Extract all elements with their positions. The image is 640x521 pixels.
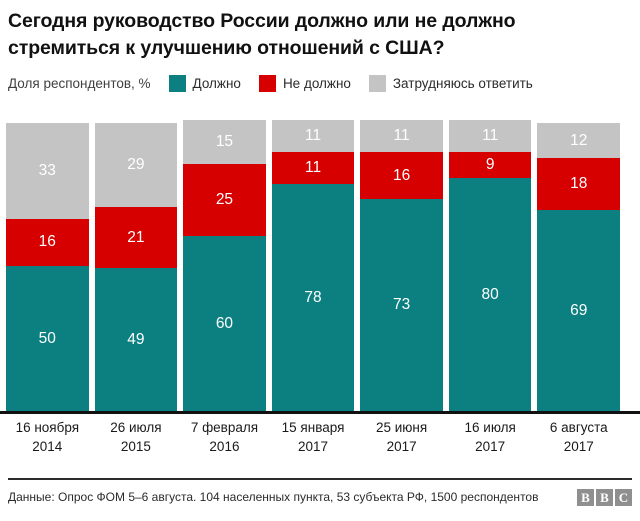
x-axis-label: 6 августа 2017 (537, 418, 620, 464)
x-axis-label-year: 2016 (209, 439, 240, 455)
bar-segment: 29 (94, 122, 178, 208)
bar-column: 12 18 69 (537, 120, 621, 411)
bar-segment: 11 (271, 120, 355, 153)
bar-segment-value: 50 (38, 329, 56, 347)
x-axis-label: 7 февраля 2016 (183, 418, 266, 464)
legend-label-dolzhno: Должно (192, 75, 241, 91)
legend-item-ne-dolzhno: Не должно (258, 74, 351, 92)
chart-legend: Доля респондентов, % Должно Не должно За… (8, 72, 632, 94)
bar-segment: 18 (537, 157, 621, 211)
x-axis-label: 26 июля 2015 (95, 418, 178, 464)
axis-baseline (0, 411, 640, 414)
bar-segment: 80 (448, 178, 532, 411)
bar-column: 29 21 49 (94, 120, 178, 411)
legend-label-ne-dolzhno: Не должно (282, 75, 351, 91)
bar-segment-value: 11 (304, 159, 322, 177)
bar-segment-value: 15 (215, 133, 234, 151)
x-axis-label: 16 ноября 2014 (6, 418, 89, 464)
bar-segment-value: 60 (215, 314, 234, 332)
x-axis-label-date: 16 июля (464, 420, 516, 435)
bar-segment: 9 (448, 152, 532, 179)
x-axis-label-date: 26 июля (110, 420, 162, 435)
bar-segment: 60 (183, 236, 266, 411)
bar-segment-value: 9 (485, 156, 495, 174)
bar-segment: 25 (183, 163, 266, 237)
bar-segment-value: 69 (570, 301, 588, 319)
legend-item-dolzhno: Должно (168, 74, 241, 92)
bar-segment-value: 80 (481, 285, 499, 303)
bar-column: 15 25 60 (183, 120, 266, 411)
legend-swatch-zatrudnyayus (368, 74, 386, 92)
bar-segment-value: 21 (127, 229, 145, 247)
bar-segment-value: 33 (38, 162, 56, 180)
bbc-logo-block: B (596, 488, 613, 506)
chart-footer: Данные: Опрос ФОМ 5–6 августа. 104 насел… (8, 484, 632, 510)
bar-segment-value: 25 (215, 191, 234, 209)
bar-segment-value: 29 (127, 156, 145, 174)
x-axis-label: 25 июня 2017 (360, 418, 443, 464)
bar-segment: 21 (94, 207, 178, 269)
bar-segment-value: 11 (482, 127, 499, 145)
bar-segment-value: 11 (393, 127, 410, 145)
x-axis-labels: 16 ноября 2014 26 июля 2015 7 февраля 2016 15 … (6, 418, 620, 464)
bar-segment: 11 (448, 120, 532, 153)
bar-segment-value: 11 (304, 127, 322, 145)
bar-segment-value: 49 (127, 330, 145, 348)
legend-swatch-dolzhno (168, 74, 186, 92)
bar-segment-value: 18 (570, 175, 588, 193)
x-axis-label-year: 2014 (32, 439, 63, 455)
x-axis-label-year: 2015 (120, 439, 151, 455)
x-axis-label-date: 16 ноября (15, 420, 80, 435)
bar-segment-value: 12 (570, 131, 588, 149)
x-axis-label-year: 2017 (298, 439, 329, 455)
x-axis-label-date: 15 января (281, 420, 345, 435)
chart-title: Сегодня руководство России должно или не… (8, 10, 516, 59)
bar-segment: 78 (271, 184, 355, 411)
bar-segment: 12 (537, 122, 621, 158)
bar-segment-value: 73 (392, 296, 411, 314)
bar-segment-value: 16 (392, 166, 411, 184)
footer-divider (8, 478, 632, 480)
bar-segment: 73 (360, 198, 443, 411)
bar-column: 11 11 78 (271, 120, 355, 411)
bar-segment: 69 (537, 210, 621, 411)
source-note: Данные: Опрос ФОМ 5–6 августа. 104 насел… (8, 490, 539, 504)
legend-caption: Доля респондентов, % (8, 75, 151, 91)
bbc-logo-block: C (615, 488, 632, 506)
bar-column: 11 16 73 (360, 120, 443, 411)
stacked-bar-plot: 33 16 50 29 21 49 15 25 60 11 11 78 11 16 73 11 9 80 12 18 6… (6, 120, 621, 411)
legend-swatch-ne-dolzhno (258, 74, 276, 92)
bar-segment: 50 (6, 265, 89, 411)
x-axis-label-date: 6 августа (549, 420, 608, 435)
x-axis-label-year: 2017 (475, 439, 506, 455)
bbc-logo-block: B (577, 488, 594, 506)
x-axis-label: 15 января 2017 (272, 418, 355, 464)
legend-item-zatrudnyayus: Затрудняюсь ответить (368, 74, 533, 92)
x-axis-label-date: 25 июня (376, 420, 428, 435)
bar-segment: 49 (94, 268, 178, 411)
bar-column: 11 9 80 (448, 120, 532, 411)
bar-segment: 11 (360, 120, 443, 153)
bar-segment: 16 (360, 152, 443, 199)
x-axis-label: 16 июля 2017 (449, 418, 532, 464)
x-axis-label-date: 7 февраля (190, 420, 259, 435)
bar-segment: 16 (6, 218, 89, 266)
bar-segment-value: 78 (304, 288, 322, 306)
bar-segment: 33 (6, 122, 89, 219)
bar-segment-value: 16 (38, 233, 56, 251)
bar-column: 33 16 50 (6, 120, 89, 411)
legend-label-zatrudnyayus: Затрудняюсь ответить (392, 75, 533, 91)
x-axis-label-year: 2017 (563, 439, 594, 455)
x-axis-label-year: 2017 (386, 439, 417, 455)
bar-segment: 15 (183, 120, 266, 164)
bar-segment: 11 (271, 152, 355, 185)
